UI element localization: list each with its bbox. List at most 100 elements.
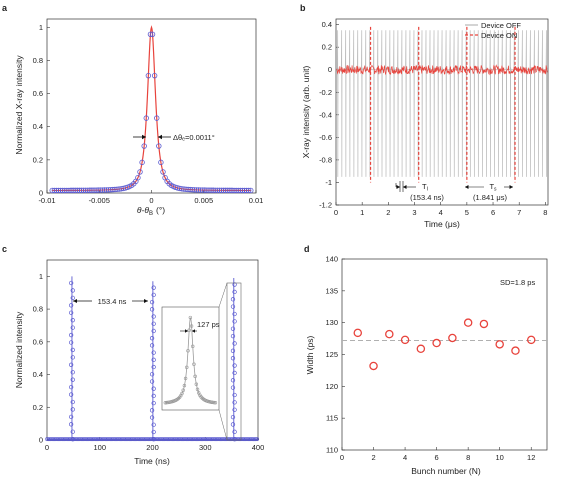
- inset-point: [195, 387, 200, 392]
- panel-a-point: [85, 187, 91, 193]
- inset-frame: [161, 306, 220, 411]
- panel-c-base-point: [56, 437, 61, 442]
- panel-c-base-point: [107, 437, 111, 442]
- panel-c-base-point: [161, 437, 166, 442]
- panel-a-point: [218, 187, 225, 194]
- panel-a-point: [245, 187, 252, 194]
- panel-c-base-point: [62, 437, 67, 442]
- panel-c-base-point: [251, 437, 256, 442]
- panel-b-ts-symbol: Ts: [489, 182, 497, 193]
- panel-a-point: [110, 186, 116, 193]
- panel-c-base-point: [248, 437, 253, 442]
- panel-c-peak-point: [70, 295, 75, 301]
- panel-c-base-point: [64, 437, 68, 442]
- panel-label-c: c: [2, 244, 7, 254]
- panel-a-point: [74, 187, 81, 194]
- panel-c-base-point: [99, 437, 104, 442]
- panel-c-peak-point: [151, 321, 156, 326]
- panel-b-off-pulse: [485, 30, 488, 177]
- inset-point: [191, 344, 195, 349]
- panel-c-xtick-label: 100: [93, 443, 106, 452]
- panel-b-on-noise: [336, 64, 548, 76]
- panel-d-xtick-label: 6: [435, 453, 439, 462]
- panel-b-ytick-label: 0.2: [322, 43, 332, 52]
- panel-c-base-point: [84, 437, 89, 442]
- panel-c-ytick-label: 0.4: [33, 370, 43, 379]
- panel-c-base-point: [159, 437, 163, 442]
- panel-a-point: [154, 115, 160, 121]
- panel-c-base-point: [194, 437, 199, 442]
- panel-b-xtick-label: 6: [491, 208, 495, 217]
- panel-b-off-pulse: [493, 30, 496, 177]
- panel-c-peak-point: [70, 370, 75, 375]
- panel-b-off-pulse: [393, 30, 395, 177]
- panel-d-point: [511, 346, 520, 355]
- panel-a-point: [80, 187, 87, 194]
- panel-a-point: [68, 187, 74, 194]
- panel-c-base-point: [52, 437, 57, 442]
- panel-a-point: [72, 187, 78, 194]
- panel-c-peak-point: [149, 408, 155, 413]
- panel-d-ticks: 0 2 4 6 8 10 12 110 115 120 125 130 135 140: [325, 255, 535, 463]
- panel-c-base-point: [176, 437, 181, 442]
- panel-b-ts-value: (1.841 μs): [473, 193, 507, 202]
- panel-b-off-pulse: [445, 30, 448, 177]
- panel-c-base-point: [102, 437, 106, 442]
- panel-c-peak-point: [232, 392, 237, 398]
- panel-c-xtick-label: 200: [146, 443, 159, 452]
- inset-point: [192, 362, 196, 366]
- panel-a-ytick-label: 1: [39, 23, 43, 32]
- panel-d-xtick-label: 0: [340, 453, 344, 462]
- panel-a-point: [235, 187, 241, 194]
- panel-b-off-pulse: [545, 30, 548, 177]
- panel-c-base-point: [162, 437, 167, 442]
- panel-c-base-point: [104, 437, 109, 442]
- panel-c-peak-point: [230, 414, 236, 420]
- panel-c-base-point: [98, 437, 103, 442]
- panel-c-base-point: [140, 437, 144, 442]
- panel-a-point: [233, 187, 239, 194]
- panel-b-xtick-label: 4: [439, 208, 443, 217]
- panel-a-xtick-label: 0.005: [194, 196, 213, 205]
- panel-c-base-point: [181, 437, 186, 442]
- panel-c-base-point: [57, 437, 62, 442]
- zoom-connector-bottom: [218, 409, 228, 441]
- panel-c-peak-point: [69, 384, 74, 390]
- panel-label-d: d: [304, 244, 310, 254]
- panel-c-base-point: [210, 437, 215, 442]
- panel-c-base-point: [214, 437, 219, 442]
- panel-b-off-pulse: [533, 30, 536, 177]
- panel-b-xtick-label: 8: [543, 208, 547, 217]
- panel-c-base-point: [105, 437, 110, 442]
- panel-c-peak-point: [151, 400, 156, 406]
- panel-a-xtick-label: 0.01: [249, 196, 264, 205]
- panel-c-xtick-label: 0: [45, 443, 49, 452]
- panel-b-ts-annotation: Ts (1.841 μs): [465, 182, 513, 202]
- panel-a-ytick-label: 0.8: [33, 56, 43, 65]
- panel-a-point: [82, 187, 89, 193]
- panel-a-point: [91, 187, 97, 193]
- panel-b-off-pulse: [421, 30, 424, 177]
- panel-b-off-pulse: [505, 30, 508, 177]
- panel-c-base-point: [124, 437, 129, 442]
- panel-c-peak-point: [149, 379, 155, 384]
- panel-a-point: [214, 187, 221, 193]
- panel-c-base-point: [167, 437, 172, 442]
- panel-a-ylabel: Normalized X-ray intensity: [14, 55, 24, 155]
- panel-a-ytick-label: 0.6: [33, 89, 43, 98]
- panel-a-point: [87, 187, 93, 193]
- panel-c-base-point: [115, 437, 120, 442]
- panel-a-point: [225, 187, 231, 194]
- panel-c-base-point: [202, 437, 206, 442]
- panel-c-base-point: [80, 437, 85, 442]
- panel-b-ytick-label: 0.4: [322, 20, 332, 29]
- panel-c-base-point: [66, 437, 71, 442]
- panel-d-ytick-label: 110: [326, 446, 338, 455]
- panel-b-xtick-label: 2: [386, 208, 390, 217]
- panel-c-base-point: [118, 437, 123, 442]
- panel-c-ylabel: Normalized intensity: [14, 311, 24, 388]
- panel-c-base-point: [186, 437, 191, 442]
- panel-c-peak-point: [149, 372, 155, 377]
- panel-b-off-pulse: [501, 30, 504, 177]
- panel-b-off-pulse: [361, 30, 363, 177]
